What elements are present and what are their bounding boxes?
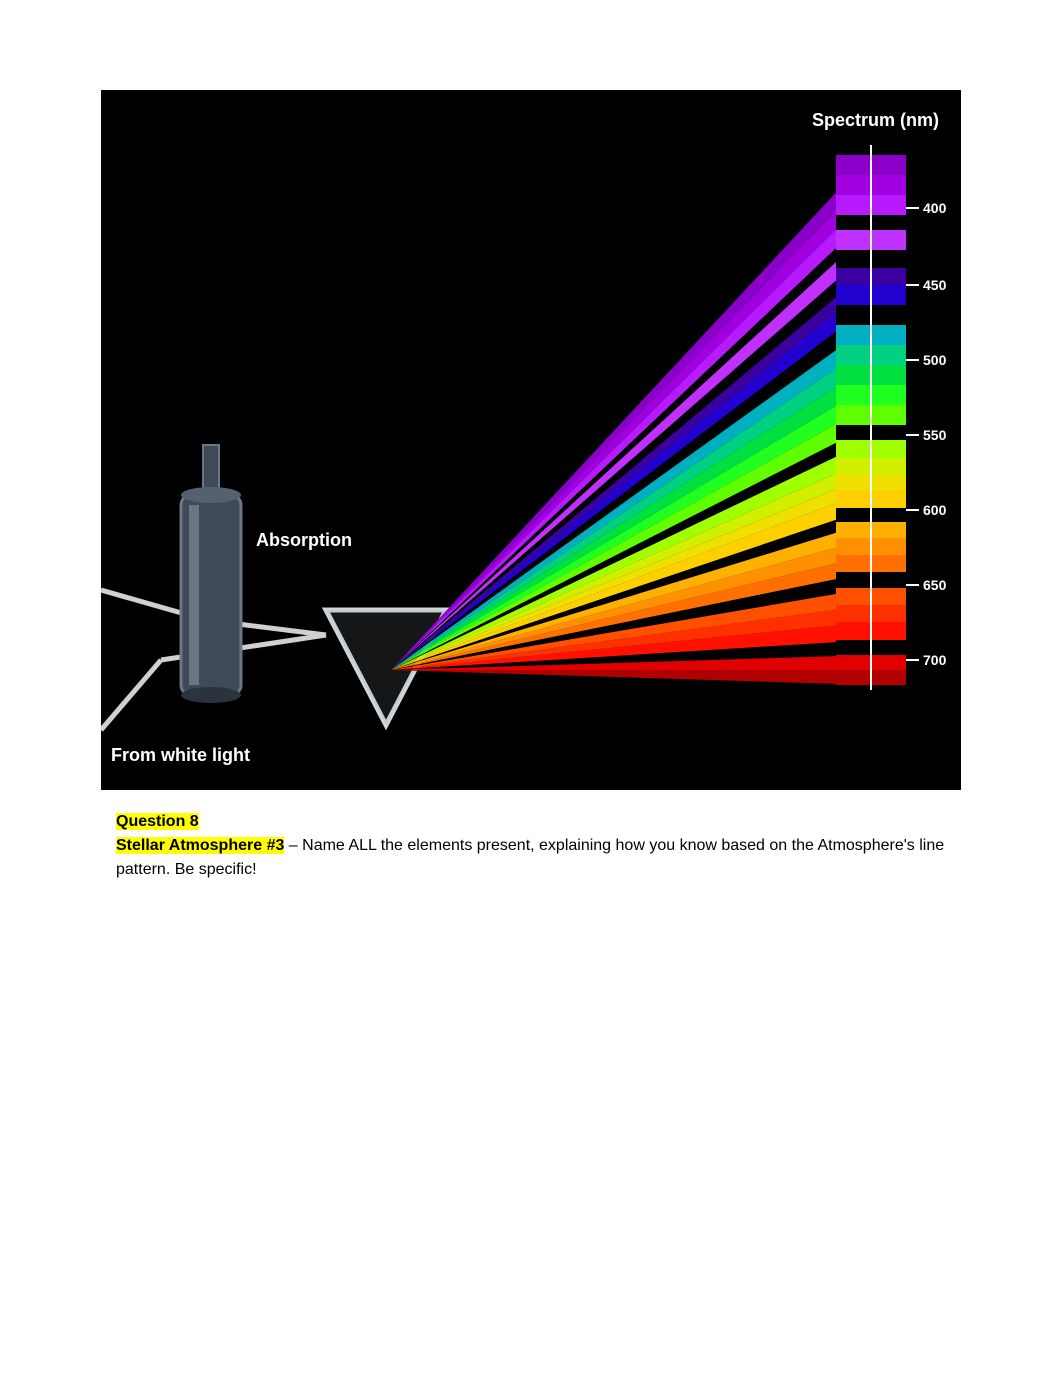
source-label: From white light [111, 745, 250, 766]
tick-label: 400 [923, 200, 946, 216]
question-highlight: Stellar Atmosphere #3 [116, 837, 284, 854]
tick-label: 600 [923, 502, 946, 518]
absorption-label: Absorption [256, 530, 352, 551]
tick-label: 450 [923, 277, 946, 293]
dispersion-fan [391, 155, 906, 685]
tick-label: 700 [923, 652, 946, 668]
spectrum-svg [101, 90, 961, 790]
scale-ticks [906, 208, 919, 660]
tick-label: 550 [923, 427, 946, 443]
absorption-tube [181, 445, 241, 703]
question-block: Question 8 Stellar Atmosphere #3 – Name … [116, 810, 946, 882]
question-number: Question 8 [116, 813, 199, 830]
spectrum-diagram: Spectrum (nm) Absorption From white ligh… [101, 90, 961, 790]
tick-label: 650 [923, 577, 946, 593]
fan-band [391, 670, 871, 685]
spectrum-title: Spectrum (nm) [812, 110, 939, 131]
tick-label: 500 [923, 352, 946, 368]
